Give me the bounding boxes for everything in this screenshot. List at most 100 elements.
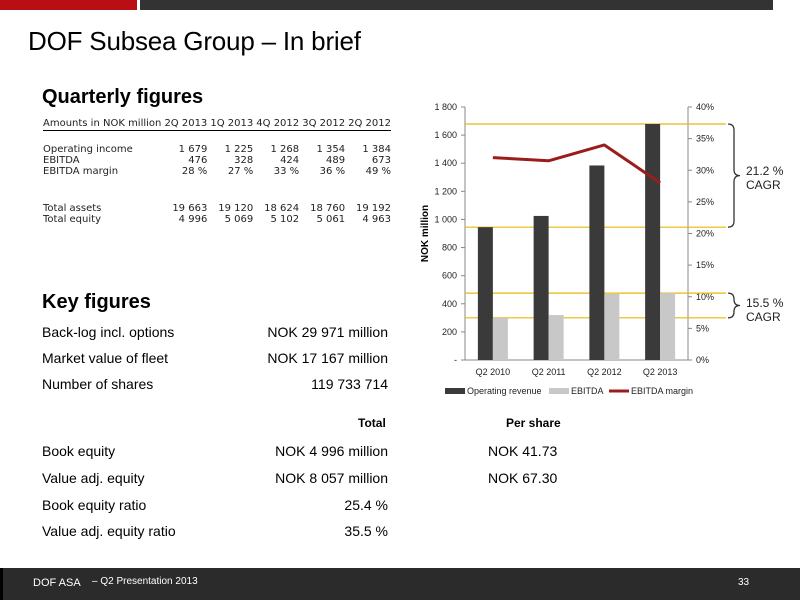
y-tick-label: 1 600 (434, 130, 457, 140)
key-figure-label: Back-log incl. options (42, 324, 175, 340)
table-row: Operating income 1 679 1 225 1 268 1 354… (43, 144, 391, 155)
table-cell: 4 996 (178, 214, 208, 225)
equity-label: Value adj. equity (42, 470, 145, 486)
table-cell: 27 % (227, 166, 254, 177)
equity-total: 35.5 % (344, 523, 388, 539)
table-cell: 33 % (273, 166, 300, 177)
legend-swatch (549, 388, 569, 394)
table-cell: 19 663 (172, 203, 208, 214)
top-accent-red (0, 0, 137, 10)
y2-tick-label: 0% (696, 355, 709, 365)
bar-operating-revenue (533, 215, 549, 360)
x-tick-label: Q2 2013 (643, 367, 678, 377)
quarterly-header-row: Amounts in NOK million 2Q 2013 1Q 2013 4… (43, 117, 391, 131)
y-tick-label: - (454, 355, 457, 365)
footer-company: DOF ASA (33, 577, 81, 589)
cagr-annotation: 15.5 % CAGR (746, 296, 783, 324)
y-tick-label: 600 (442, 271, 457, 281)
row-label: EBITDA margin (43, 166, 119, 177)
table-cell: 673 (371, 155, 391, 166)
column-header: 1Q 2013 (207, 117, 254, 131)
y2-tick-label: 25% (696, 197, 714, 207)
equity-label: Book equity ratio (42, 497, 147, 513)
table-row: Total equity 4 996 5 069 5 102 5 061 4 9… (43, 214, 391, 225)
key-figure-value: NOK 17 167 million (267, 350, 388, 366)
quarterly-table: Amounts in NOK million 2Q 2013 1Q 2013 4… (43, 117, 391, 225)
column-header: Amounts in NOK million (43, 117, 162, 131)
table-cell: 19 192 (356, 203, 391, 214)
x-tick-label: Q2 2012 (587, 367, 622, 377)
table-cell: 1 225 (224, 144, 254, 155)
y-tick-label: 1 400 (434, 158, 457, 168)
footer-bar: DOF ASA – Q2 Presentation 2013 33 (0, 568, 800, 600)
legend-label: EBITDA (571, 386, 604, 396)
table-cell: 5 069 (224, 214, 254, 225)
line-series-ebitda-margin (492, 143, 661, 185)
page-number: 33 (738, 577, 750, 588)
y2-tick-label: 15% (696, 260, 714, 270)
cagr-bracket-revenue (727, 123, 741, 228)
equity-total: NOK 4 996 million (275, 443, 388, 459)
y-tick-label: 1 800 (434, 102, 457, 112)
table-cell: 36 % (319, 166, 346, 177)
y-tick-label: 800 (442, 243, 457, 253)
bar-operating-revenue (645, 124, 661, 360)
y2-tick-label: 40% (696, 102, 714, 112)
table-cell: 328 (234, 155, 254, 166)
table-cell: 18 624 (264, 203, 300, 214)
y2-tick-label: 30% (696, 165, 714, 175)
table-row: EBITDA margin 28 % 27 % 33 % 36 % 49 % (43, 166, 391, 177)
column-header: 2Q 2012 (345, 117, 391, 131)
table-cell: 489 (325, 155, 346, 166)
table-cell: 1 384 (362, 144, 391, 155)
footer-subtitle: – Q2 Presentation 2013 (92, 576, 198, 587)
total-column-header: Total (358, 416, 386, 430)
x-tick-label: Q2 2010 (476, 367, 511, 377)
cagr-annotation: 21.2 % CAGR (746, 164, 783, 192)
equity-per-share: NOK 67.30 (488, 470, 558, 486)
y2-tick-label: 5% (696, 323, 709, 333)
table-cell: 5 102 (270, 214, 300, 225)
row-label: Total assets (43, 203, 102, 214)
legend-label: Operating revenue (467, 386, 542, 396)
table-cell: 19 120 (218, 203, 254, 214)
top-accent-bar (0, 0, 800, 10)
bar-ebitda (548, 315, 564, 360)
table-row: Total assets 19 663 19 120 18 624 18 760… (43, 203, 391, 214)
table-cell: 4 963 (362, 214, 391, 225)
row-label: Operating income (43, 144, 133, 155)
y-tick-label: 400 (442, 299, 457, 309)
bar-ebitda (604, 293, 620, 360)
bar-ebitda (660, 293, 676, 360)
table-cell: 1 268 (270, 144, 300, 155)
key-figure-value: NOK 29 971 million (267, 324, 388, 340)
table-cell: 49 % (365, 166, 391, 177)
row-label: Total equity (43, 214, 101, 225)
key-figure-label: Market value of fleet (42, 350, 169, 366)
legend-label: EBITDA margin (631, 386, 693, 396)
column-header: 4Q 2012 (253, 117, 300, 131)
table-cell: 28 % (181, 166, 208, 177)
equity-label: Book equity (42, 443, 116, 459)
column-header: 2Q 2013 (161, 117, 208, 131)
y2-tick-label: 35% (696, 134, 714, 144)
y-tick-label: 200 (442, 327, 457, 337)
equity-total: NOK 8 057 million (275, 470, 388, 486)
x-tick-label: Q2 2011 (532, 367, 566, 377)
table-cell: 5 061 (316, 214, 346, 225)
equity-label: Value adj. equity ratio (42, 523, 176, 539)
revenue-chart: - 200 400 600 800 1 000 1 200 1 400 1 600 1 800 0%… (420, 102, 741, 396)
table-cell: 424 (280, 155, 300, 166)
bar-ebitda (492, 317, 508, 360)
cagr-bracket-ebitda (727, 292, 741, 319)
equity-per-share: NOK 41.73 (488, 443, 558, 459)
column-header: 3Q 2012 (299, 117, 346, 131)
legend-swatch (445, 388, 465, 394)
y-tick-label: 1 000 (434, 214, 457, 224)
key-figure-value: 119 733 714 (311, 376, 388, 392)
y-axis-label: NOK million (420, 205, 431, 262)
equity-total: 25.4 % (344, 497, 388, 513)
top-accent-dark (140, 0, 773, 10)
bar-operating-revenue (589, 165, 605, 360)
cagr-value: 15.5 % CAGR (746, 296, 784, 324)
